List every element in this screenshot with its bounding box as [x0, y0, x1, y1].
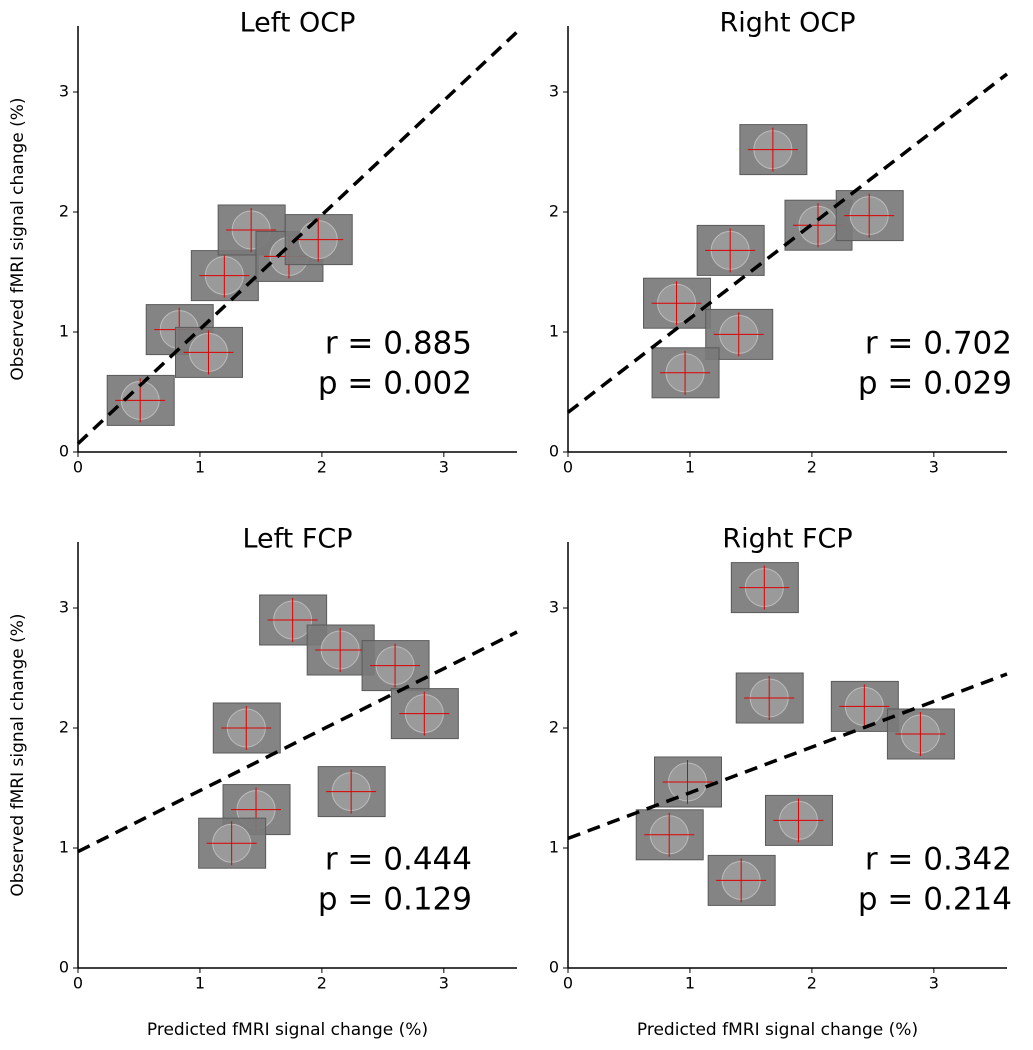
- stimulus-point: [284, 214, 353, 266]
- regression-line: [77, 630, 518, 854]
- stimulus-point: [886, 708, 955, 760]
- chart-title: Right FCP: [722, 524, 852, 555]
- stimulus-point: [212, 702, 281, 754]
- x-tick-label: 0: [73, 974, 83, 993]
- x-tick-label: 1: [685, 458, 695, 477]
- x-tick-label: 1: [685, 974, 695, 993]
- stimulus-point: [651, 347, 720, 399]
- y-tick-label: 3: [549, 598, 559, 617]
- x-tick-label: 0: [563, 974, 573, 993]
- stimulus-point: [174, 326, 243, 378]
- x-tick-label: 3: [439, 974, 449, 993]
- y-tick-label: 0: [549, 442, 559, 461]
- y-tick-label: 3: [59, 598, 69, 617]
- x-tick-label: 0: [73, 458, 83, 477]
- y-tick-label: 3: [59, 82, 69, 101]
- regression-line: [566, 72, 1009, 414]
- y-tick-label: 1: [59, 322, 69, 341]
- stimulus-point: [830, 680, 899, 732]
- y-tick-label: 2: [549, 718, 559, 737]
- x-tick-label: 0: [563, 458, 573, 477]
- stimulus-point: [764, 794, 833, 846]
- x-tick-label: 2: [807, 974, 817, 993]
- stimulus-point: [730, 562, 799, 614]
- stimulus-point: [735, 672, 804, 724]
- x-tick-label: 1: [195, 974, 205, 993]
- stimulus-point: [705, 308, 774, 360]
- chart-title: Right OCP: [719, 8, 855, 39]
- y-tick-label: 1: [549, 322, 559, 341]
- y-tick-label: 0: [549, 958, 559, 977]
- chart-title: Left OCP: [240, 8, 356, 39]
- regression-line: [567, 672, 1008, 841]
- y-tick-label: 0: [59, 958, 69, 977]
- y-axis-label: Observed fMRI signal change (%): [8, 613, 28, 896]
- y-tick-label: 1: [59, 838, 69, 857]
- y-tick-label: 2: [549, 202, 559, 221]
- statistic: p = 0.029: [858, 366, 1012, 402]
- y-tick-label: 2: [59, 202, 69, 221]
- stimulus-point: [835, 190, 904, 242]
- x-axis-label: Predicted fMRI signal change (%): [147, 1020, 428, 1040]
- statistic: r = 0.885: [325, 326, 472, 362]
- statistic: r = 0.342: [865, 842, 1012, 878]
- chart-title: Left FCP: [242, 524, 352, 555]
- regression-line: [76, 30, 519, 445]
- y-tick-label: 3: [549, 82, 559, 101]
- stimulus-point: [390, 688, 459, 740]
- statistic: p = 0.129: [318, 882, 472, 918]
- x-tick-label: 3: [929, 974, 939, 993]
- stimulus-point: [696, 224, 765, 276]
- stimulus-point: [198, 817, 267, 869]
- stimulus-point: [190, 250, 259, 302]
- stimulus-point: [361, 640, 430, 692]
- x-tick-label: 3: [929, 458, 939, 477]
- y-tick-label: 1: [549, 838, 559, 857]
- stimulus-point: [317, 766, 386, 818]
- x-tick-label: 2: [807, 458, 817, 477]
- y-tick-label: 2: [59, 718, 69, 737]
- stimulus-point: [707, 854, 776, 906]
- statistic: r = 0.444: [325, 842, 472, 878]
- statistic: p = 0.002: [318, 366, 472, 402]
- stimulus-point: [635, 809, 704, 861]
- stimulus-point: [739, 124, 808, 176]
- y-axis-label: Observed fMRI signal change (%): [8, 97, 28, 380]
- stimulus-point: [643, 277, 712, 329]
- statistic: p = 0.214: [858, 882, 1012, 918]
- x-tick-label: 3: [439, 458, 449, 477]
- x-axis-label: Predicted fMRI signal change (%): [637, 1020, 918, 1040]
- stimulus-point: [654, 756, 723, 808]
- y-tick-label: 0: [59, 442, 69, 461]
- x-tick-label: 2: [317, 458, 327, 477]
- x-tick-label: 1: [195, 458, 205, 477]
- stimulus-point: [217, 204, 286, 256]
- x-tick-label: 2: [317, 974, 327, 993]
- statistic: r = 0.702: [865, 326, 1012, 362]
